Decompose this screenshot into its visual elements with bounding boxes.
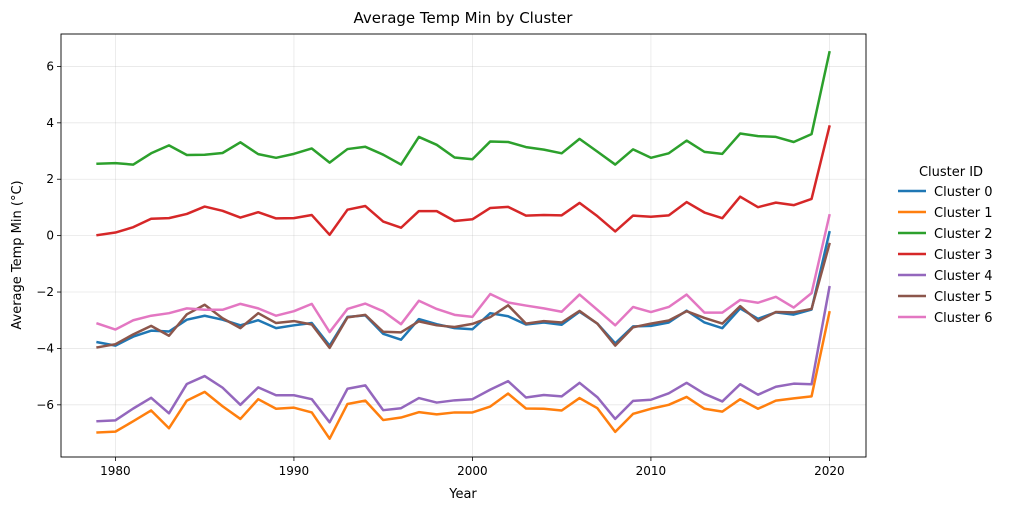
- series-line-cluster-2: [96, 50, 831, 166]
- y-axis-label: Average Temp Min (°C): [10, 180, 25, 329]
- y-tick-label: 6: [46, 59, 54, 73]
- axis-ticks: 1980 1990 2000 2010 2020 −6 −4 −2 0 2 4 6: [36, 59, 844, 478]
- x-tick-label: 1990: [279, 464, 310, 478]
- series-line-cluster-5: [96, 242, 831, 350]
- y-tick-label: 2: [46, 172, 54, 186]
- y-tick-label: −2: [36, 285, 54, 299]
- legend-label: Cluster 3: [934, 248, 993, 263]
- chart-title: Average Temp Min by Cluster: [354, 9, 574, 27]
- y-tick-label: −4: [36, 341, 54, 355]
- legend-title: Cluster ID: [919, 165, 983, 180]
- y-tick-label: −6: [36, 398, 54, 412]
- legend-items: Cluster 0 Cluster 1 Cluster 2 Cluster 3 Clus…: [898, 185, 993, 326]
- legend-label: Cluster 6: [934, 311, 993, 326]
- plot-area-frame: [60, 33, 867, 458]
- y-tick-label: 4: [46, 116, 54, 130]
- x-tick-label: 2010: [636, 464, 667, 478]
- legend-label: Cluster 0: [934, 185, 993, 200]
- x-tick-label: 1980: [100, 464, 131, 478]
- x-axis-label: Year: [448, 487, 477, 502]
- x-tick-label: 2000: [457, 464, 488, 478]
- series-line-cluster-0: [96, 230, 831, 347]
- legend-label: Cluster 2: [934, 227, 993, 242]
- x-tick-label: 2020: [814, 464, 845, 478]
- legend-label: Cluster 1: [934, 206, 993, 221]
- series-line-cluster-6: [96, 213, 831, 334]
- legend-label: Cluster 4: [934, 269, 993, 284]
- series-lines: [96, 50, 831, 440]
- y-tick-label: 0: [46, 229, 54, 243]
- series-line-cluster-1: [96, 310, 831, 440]
- series-line-cluster-3: [96, 124, 831, 237]
- legend-label: Cluster 5: [934, 290, 993, 305]
- series-line-cluster-4: [96, 285, 831, 424]
